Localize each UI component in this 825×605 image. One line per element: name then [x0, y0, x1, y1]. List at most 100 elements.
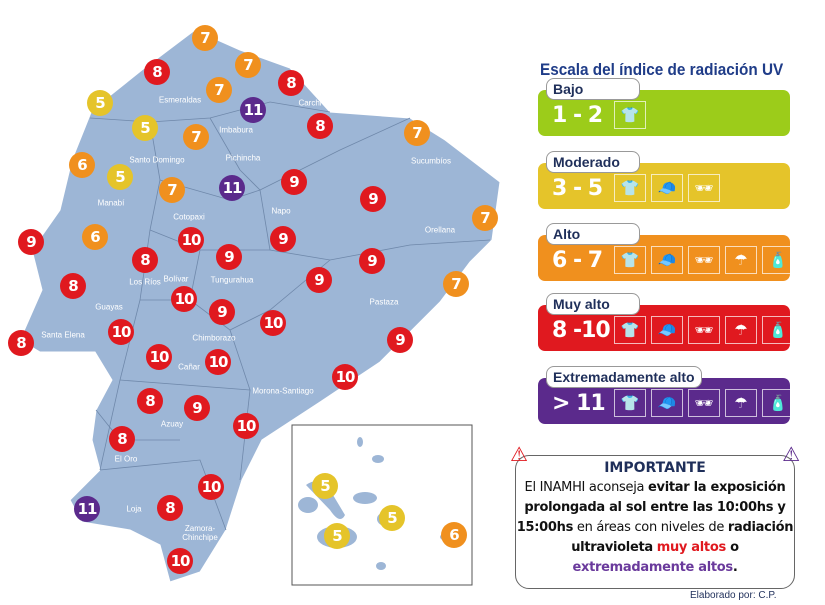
- province-label: Bolívar: [163, 274, 189, 284]
- shirt-icon: 👕: [614, 316, 646, 344]
- level-name: Muy alto: [546, 293, 640, 315]
- legend-title: Escala del índice de radiación UV: [540, 60, 784, 79]
- uv-index-marker: 8: [157, 495, 183, 521]
- sunglasses-icon: 🕶: [688, 316, 720, 344]
- uv-index-marker: 10: [198, 474, 224, 500]
- level-range: 1 - 2: [552, 103, 603, 128]
- mainland-outline: [19, 29, 501, 583]
- uv-index-marker: 5: [312, 473, 338, 499]
- uv-index-marker: 11: [74, 496, 100, 522]
- credit: Elaborado por: C.P.: [690, 590, 777, 601]
- cap-icon: 🧢: [651, 389, 683, 417]
- uv-index-marker: 5: [87, 90, 113, 116]
- level-range: 8 -10: [552, 318, 611, 343]
- important-notice: ⚠ ⚠ IMPORTANTE El INAMHI aconseja evitar…: [510, 442, 800, 589]
- uv-index-marker: 6: [82, 224, 108, 250]
- uv-index-marker: 6: [69, 152, 95, 178]
- galapagos-islands: [298, 437, 456, 570]
- province-label: Cotopaxi: [173, 212, 205, 222]
- province-label: Sucumbíos: [410, 156, 452, 166]
- cap-icon: 🧢: [651, 246, 683, 274]
- uv-index-marker: 10: [108, 319, 134, 345]
- shirt-icon: 👕: [614, 246, 646, 274]
- uv-index-marker: 5: [132, 115, 158, 141]
- province-label: Santa Elena: [41, 330, 85, 340]
- warning-icon: ⚠: [510, 442, 528, 466]
- province-label: Guayas: [95, 302, 123, 312]
- uv-level-muy-alto: Muy alto 8 -10 👕 🧢 🕶 ☂ 🧴: [538, 293, 794, 351]
- umbrella-icon: ☂: [725, 389, 757, 417]
- sunglasses-icon: 🕶: [688, 246, 720, 274]
- uv-index-marker: 9: [216, 244, 242, 270]
- uv-index-marker: 5: [324, 523, 350, 549]
- uv-index-marker: 7: [183, 124, 209, 150]
- province-label: Manabí: [97, 198, 125, 208]
- uv-index-marker: 10: [146, 344, 172, 370]
- province-label: Santo Domingo: [129, 155, 185, 165]
- uv-index-marker: 10: [205, 349, 231, 375]
- uv-index-marker: 8: [137, 388, 163, 414]
- uv-index-marker: 7: [443, 271, 469, 297]
- uv-index-marker: 9: [184, 395, 210, 421]
- province-label: Azuay: [160, 419, 184, 429]
- province-label: Pichincha: [225, 153, 261, 163]
- ecuador-map: Esmeraldas Carchi Imbabura Pichincha Santo D…: [8, 25, 501, 586]
- uv-index-marker: 9: [281, 169, 307, 195]
- sunscreen-icon: 🧴: [762, 389, 794, 417]
- province-label: Napo: [271, 206, 291, 216]
- shirt-icon: 👕: [614, 101, 646, 129]
- cap-icon: 🧢: [651, 316, 683, 344]
- uv-index-marker: 9: [359, 248, 385, 274]
- uv-index-marker: 10: [260, 310, 286, 336]
- uv-index-marker: 7: [192, 25, 218, 51]
- uv-index-marker: 9: [18, 229, 44, 255]
- shirt-icon: 👕: [614, 389, 646, 417]
- uv-index-marker: 8: [60, 273, 86, 299]
- uv-index-marker: 11: [240, 97, 266, 123]
- sunscreen-icon: 🧴: [762, 316, 794, 344]
- uv-index-marker: 7: [404, 120, 430, 146]
- province-label: Chimborazo: [192, 333, 236, 343]
- uv-index-marker: 9: [360, 186, 386, 212]
- uv-index-marker: 8: [307, 113, 333, 139]
- uv-index-marker: 8: [109, 426, 135, 452]
- province-label: Cañar: [178, 362, 200, 372]
- uv-index-marker: 5: [379, 505, 405, 531]
- umbrella-icon: ☂: [725, 316, 757, 344]
- uv-level-moderado: Moderado 3 - 5 👕 🧢 🕶: [538, 151, 790, 209]
- uv-index-marker: 5: [107, 164, 133, 190]
- uv-level-bajo: Bajo 1 - 2 👕: [538, 78, 790, 136]
- level-name: Alto: [546, 223, 640, 245]
- uv-index-marker: 8: [132, 247, 158, 273]
- sunscreen-icon: 🧴: [762, 246, 794, 274]
- uv-index-marker: 9: [270, 226, 296, 252]
- level-range: 3 - 5: [552, 176, 603, 201]
- uv-index-marker: 11: [219, 175, 245, 201]
- uv-index-marker: 10: [233, 413, 259, 439]
- uv-index-marker: 6: [441, 522, 467, 548]
- uv-index-marker: 10: [167, 548, 193, 574]
- uv-index-marker: 7: [235, 52, 261, 78]
- level-range: > 11: [552, 391, 606, 416]
- sunglasses-icon: 🕶: [688, 389, 720, 417]
- uv-index-marker: 9: [306, 267, 332, 293]
- uv-index-marker: 8: [278, 70, 304, 96]
- sunglasses-icon: 🕶: [688, 174, 720, 202]
- shirt-icon: 👕: [614, 174, 646, 202]
- province-label: Imbabura: [219, 125, 253, 135]
- province-label: Loja: [126, 504, 142, 514]
- province-label: Zamora-Chinchipe: [182, 524, 218, 542]
- important-title: IMPORTANTE: [604, 460, 706, 476]
- uv-index-marker: 9: [387, 327, 413, 353]
- province-label: Orellana: [424, 225, 456, 235]
- important-text: El INAMHI aconseja evitar la exposición …: [516, 480, 794, 575]
- level-name: Extremadamente alto: [546, 366, 702, 388]
- uv-level-extremadamente-alto: Extremadamente alto > 11 👕 🧢 🕶 ☂ 🧴: [538, 366, 794, 424]
- warning-icon: ⚠: [782, 442, 800, 466]
- province-label: Morona-Santiago: [252, 386, 314, 396]
- province-label: Los Ríos: [129, 277, 161, 287]
- level-range: 6 - 7: [552, 248, 603, 273]
- uv-level-alto: Alto 6 - 7 👕 🧢 🕶 ☂ 🧴: [538, 223, 794, 281]
- uv-index-marker: 7: [472, 205, 498, 231]
- uv-index-marker: 8: [8, 330, 34, 356]
